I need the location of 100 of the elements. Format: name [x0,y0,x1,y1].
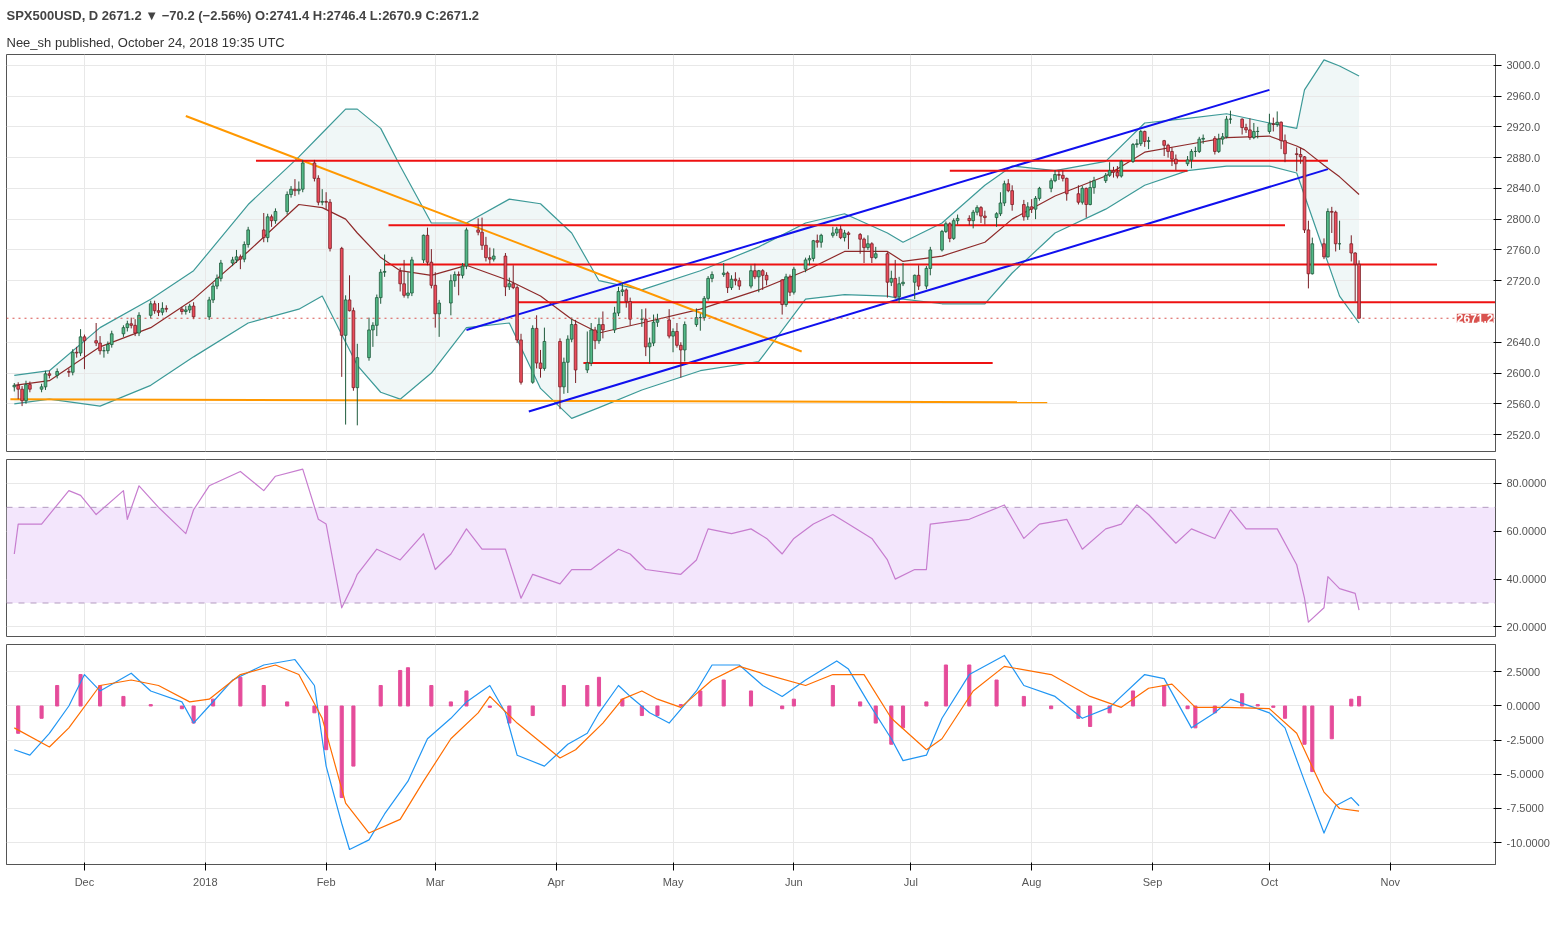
y-tick-label: 2880.0 [1506,151,1541,164]
ref-line-label: 2671.2 [1456,311,1494,326]
x-tick-label: Aug [1021,875,1042,888]
candlestick [1170,147,1174,167]
candlestick [1349,234,1354,262]
candlestick [1057,170,1061,181]
candlestick [753,263,757,280]
y-tick-label: 2960.0 [1506,90,1541,103]
candlestick [71,348,75,376]
candlestick [597,317,601,345]
y-tick-label: -10.0000 [1506,836,1550,849]
bar [585,684,590,707]
bar [1088,705,1093,727]
bar [78,674,83,707]
y-tick-label: 2920.0 [1506,120,1541,133]
y-tick-label: 2560.0 [1506,397,1541,410]
bar [858,701,863,707]
candlestick [20,385,24,407]
bar [748,690,754,707]
bar [994,679,999,707]
candlestick [24,380,28,405]
candlestick [1131,142,1135,164]
y-tick-label: 60.0000 [1506,525,1547,538]
candlestick [971,209,975,229]
candlestick [1294,147,1299,172]
bar [16,705,21,734]
bar [530,705,535,717]
candlestick [449,274,453,316]
candlestick [862,237,866,264]
candlestick [285,190,289,216]
x-tick-label: Jul [903,875,918,888]
candlestick [1248,117,1252,141]
bar [924,701,929,707]
candlestick [671,327,675,353]
bar [1310,705,1315,773]
text: Nee_sh published, October 24, 2018 19:35 UTC [6,34,285,50]
candlestick [893,259,897,299]
y-tick-label: -7.5000 [1506,802,1544,815]
x-tick-label: Sep [1142,875,1163,888]
bar [1240,693,1245,707]
y-tick-label: 2.5000 [1506,665,1541,678]
line-series [13,165,1360,420]
candlestick [749,264,753,289]
candlestick [402,259,406,299]
candlestick [667,308,671,339]
y-tick-label: 2760.0 [1506,243,1541,256]
x-tick-label: Feb [316,875,336,888]
y-tick-label: 20.0000 [1506,620,1547,633]
candlestick [180,306,184,316]
y-tick-label: 0.0000 [1506,699,1541,712]
line-series [13,468,1360,623]
bar [1357,695,1362,707]
y-tick-label: 2640.0 [1506,336,1541,349]
bar [121,695,126,707]
bar [1049,705,1054,710]
bar [1329,705,1334,740]
candlestick [593,326,597,350]
y-tick-label: 2840.0 [1506,182,1541,195]
candlestick [262,212,266,243]
y-tick-label: 2520.0 [1506,428,1541,441]
candlestick [67,367,71,378]
bar [1162,684,1167,707]
candlestick [437,299,441,338]
bar [429,684,434,707]
x-tick-label: Oct [1260,875,1278,888]
bar [285,701,290,707]
x-tick-label: Mar [425,875,446,888]
candlestick [28,380,32,393]
bar [179,705,184,710]
bar [561,684,566,707]
candlestick [265,213,270,243]
y-tick-label: -2.5000 [1506,734,1544,747]
candlestick [788,274,792,297]
candlestick [82,334,87,370]
x-tick-label: May [662,875,684,888]
bar [596,676,602,707]
y-tick-label: 2600.0 [1506,367,1541,380]
candlestick [694,307,699,328]
bar [655,705,660,717]
y-tick-label: 2800.0 [1506,213,1541,226]
bar [405,667,411,707]
candlestick [1076,184,1081,206]
bar [55,684,60,707]
candlestick [601,310,605,339]
x-tick-label: Apr [547,875,565,888]
x-tick-label: Nov [1380,875,1401,888]
bar [312,705,317,714]
bar [943,664,948,707]
y-tick-label: 2720.0 [1506,274,1541,287]
bar [378,684,383,707]
bar [900,705,906,729]
candlestick [1088,180,1092,206]
bar [1185,705,1190,710]
candlestick [1080,185,1085,206]
candlestick [1213,135,1217,156]
candlestick [951,217,956,241]
candlestick [912,274,917,300]
x-tick-label: Jun [785,875,803,888]
candlestick [870,241,874,264]
candlestick [1084,187,1088,219]
